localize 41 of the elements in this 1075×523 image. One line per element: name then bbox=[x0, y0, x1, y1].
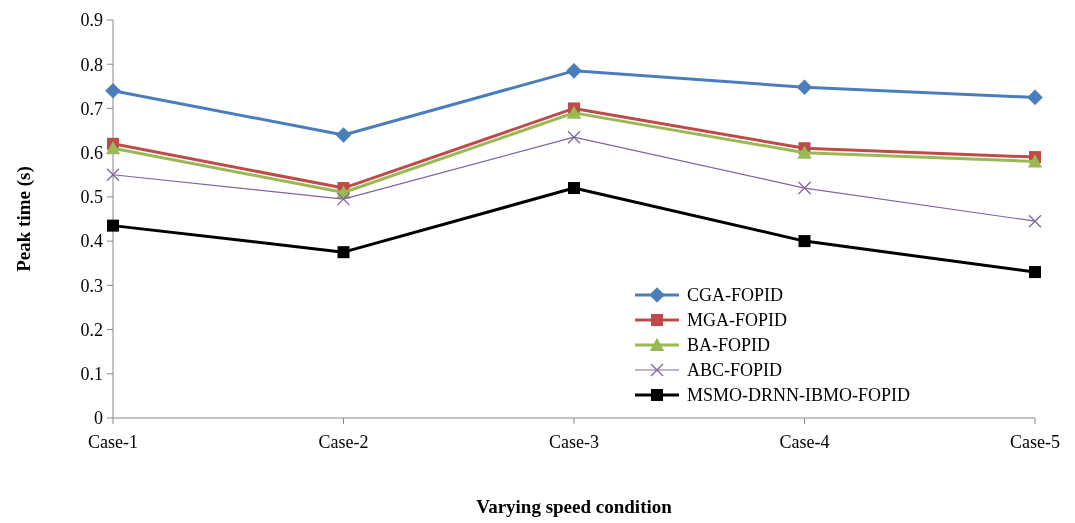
x-tick-label: Case-5 bbox=[1010, 432, 1060, 452]
point bbox=[1027, 154, 1043, 168]
point bbox=[107, 219, 119, 232]
y-tick-label: 0.5 bbox=[80, 187, 103, 208]
legend-label: MSMO-DRNN-IBMO-FOPID bbox=[687, 385, 911, 406]
point bbox=[798, 235, 811, 248]
y-tick-label: 0.7 bbox=[80, 98, 103, 119]
point bbox=[568, 182, 580, 195]
y-tick-label: 0.4 bbox=[80, 231, 103, 252]
point bbox=[1027, 89, 1043, 106]
x-tick-label: Case-3 bbox=[549, 432, 599, 452]
point bbox=[336, 192, 351, 206]
point bbox=[566, 63, 582, 79]
point bbox=[1029, 266, 1041, 279]
point bbox=[105, 141, 121, 155]
y-tick-label: 0.2 bbox=[80, 319, 103, 340]
y-tick-label: 0.1 bbox=[80, 364, 103, 385]
point bbox=[337, 246, 350, 259]
x-tick-label: Case-1 bbox=[88, 432, 138, 452]
y-tick-label: 0.9 bbox=[80, 10, 103, 31]
legend-label: CGA-FOPID bbox=[687, 285, 784, 306]
point bbox=[106, 168, 120, 182]
y-tick-label: 0.8 bbox=[80, 54, 103, 75]
point bbox=[335, 127, 352, 143]
x-tick-label: Case-4 bbox=[779, 432, 830, 452]
legend-label: ABC-FOPID bbox=[687, 360, 783, 381]
y-tick-label: 0.3 bbox=[80, 275, 103, 296]
point bbox=[797, 181, 812, 195]
legend-label: MGA-FOPID bbox=[687, 310, 788, 331]
point bbox=[1028, 214, 1042, 228]
point bbox=[566, 105, 582, 119]
point bbox=[796, 79, 813, 96]
point bbox=[797, 145, 812, 159]
legend-label: BA-FOPID bbox=[687, 335, 771, 356]
point bbox=[105, 82, 121, 99]
point bbox=[567, 130, 581, 144]
x-tick-label: Case-2 bbox=[318, 432, 369, 452]
y-tick-label: 0 bbox=[94, 408, 103, 429]
y-axis-title: Peak time (s) bbox=[13, 166, 35, 272]
x-axis-title: Varying speed condition bbox=[476, 496, 673, 517]
y-tick-label: 0.6 bbox=[80, 142, 103, 163]
